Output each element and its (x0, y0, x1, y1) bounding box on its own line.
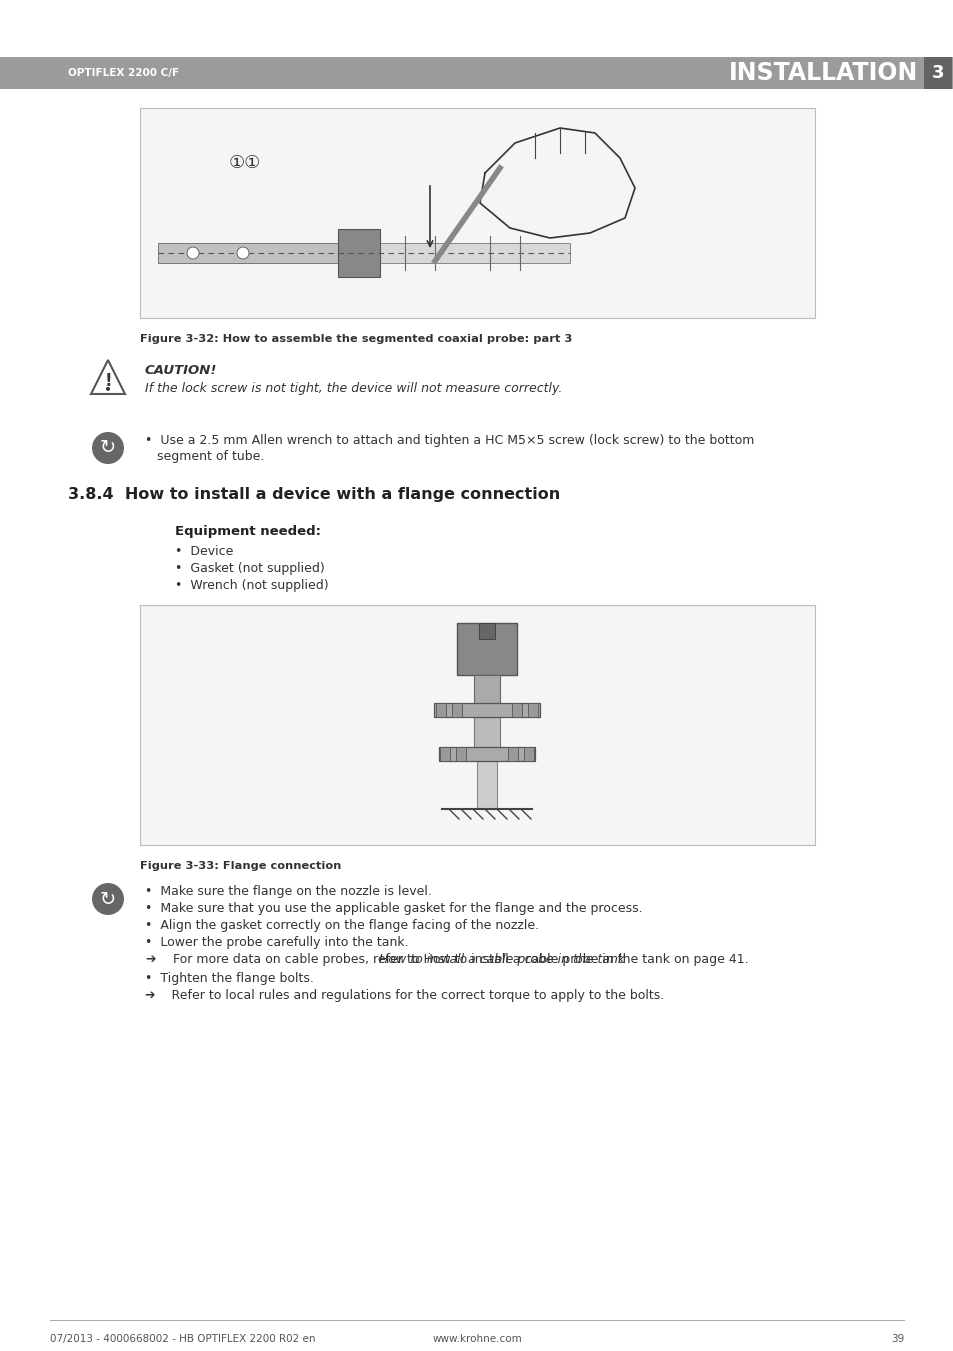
Text: Figure 3-32: How to assemble the segmented coaxial probe: part 3: Figure 3-32: How to assemble the segment… (140, 334, 572, 345)
Circle shape (187, 247, 199, 259)
Text: For more data on cable probes, refer to How to install a cable probe in the tank: For more data on cable probes, refer to … (157, 952, 748, 966)
Text: ➔: ➔ (145, 952, 155, 966)
Text: 3.8.4  How to install a device with a flange connection: 3.8.4 How to install a device with a fla… (68, 486, 559, 503)
Bar (434, 703, 539, 717)
Text: •  Make sure that you use the applicable gasket for the flange and the process.: • Make sure that you use the applicable … (145, 902, 642, 915)
Bar (512, 703, 521, 717)
Bar (337, 230, 379, 277)
Text: CAUTION!: CAUTION! (145, 363, 217, 377)
Text: 39: 39 (890, 1333, 903, 1344)
Text: •  Tighten the flange bolts.: • Tighten the flange bolts. (145, 971, 314, 985)
Text: •  Align the gasket correctly on the flange facing of the nozzle.: • Align the gasket correctly on the flan… (145, 919, 538, 932)
Bar (476, 761, 497, 809)
Text: If the lock screw is not tight, the device will not measure correctly.: If the lock screw is not tight, the devi… (145, 382, 561, 394)
Text: www.krohne.com: www.krohne.com (432, 1333, 521, 1344)
Bar (438, 747, 535, 761)
Text: •  Wrench (not supplied): • Wrench (not supplied) (174, 580, 328, 592)
Text: ↻: ↻ (100, 439, 116, 458)
Bar (140, 605, 814, 844)
Text: Equipment needed:: Equipment needed: (174, 526, 320, 538)
Text: •  Lower the probe carefully into the tank.: • Lower the probe carefully into the tan… (145, 936, 408, 948)
Bar (923, 57, 951, 89)
Bar (523, 747, 534, 761)
Text: •  Gasket (not supplied): • Gasket (not supplied) (174, 562, 324, 576)
Bar (158, 243, 343, 263)
Text: ①①: ①① (229, 154, 261, 172)
Text: ➔    Refer to local rules and regulations for the correct torque to apply to the: ➔ Refer to local rules and regulations f… (145, 989, 663, 1002)
Circle shape (91, 884, 124, 915)
Bar (456, 623, 517, 676)
Polygon shape (91, 359, 125, 394)
Text: How to install a cable probe in the tank: How to install a cable probe in the tank (378, 952, 624, 966)
Text: Figure 3-33: Flange connection: Figure 3-33: Flange connection (140, 861, 341, 871)
Bar (0, 57, 953, 89)
Circle shape (91, 432, 124, 463)
Text: •  Use a 2.5 mm Allen wrench to attach and tighten a HC M5×5 screw (lock screw) : • Use a 2.5 mm Allen wrench to attach an… (145, 434, 754, 447)
Circle shape (236, 247, 249, 259)
Bar (379, 243, 569, 263)
Text: 3: 3 (931, 63, 943, 82)
Bar (527, 703, 537, 717)
Text: •  Device: • Device (174, 544, 233, 558)
Text: segment of tube.: segment of tube. (145, 450, 264, 463)
Text: 07/2013 - 4000668002 - HB OPTIFLEX 2200 R02 en: 07/2013 - 4000668002 - HB OPTIFLEX 2200 … (50, 1333, 315, 1344)
Text: INSTALLATION: INSTALLATION (728, 61, 917, 85)
Bar (474, 676, 499, 703)
Bar (452, 703, 461, 717)
Text: ↻: ↻ (100, 889, 116, 908)
Bar (140, 108, 814, 317)
Text: OPTIFLEX 2200 C/F: OPTIFLEX 2200 C/F (68, 68, 179, 78)
Circle shape (106, 386, 110, 390)
Bar (507, 747, 517, 761)
Bar (474, 717, 499, 747)
Text: •  Make sure the flange on the nozzle is level.: • Make sure the flange on the nozzle is … (145, 885, 432, 898)
Text: !: ! (104, 372, 112, 390)
Bar (436, 703, 446, 717)
Bar (478, 623, 495, 639)
Bar (439, 747, 450, 761)
Bar (456, 747, 465, 761)
